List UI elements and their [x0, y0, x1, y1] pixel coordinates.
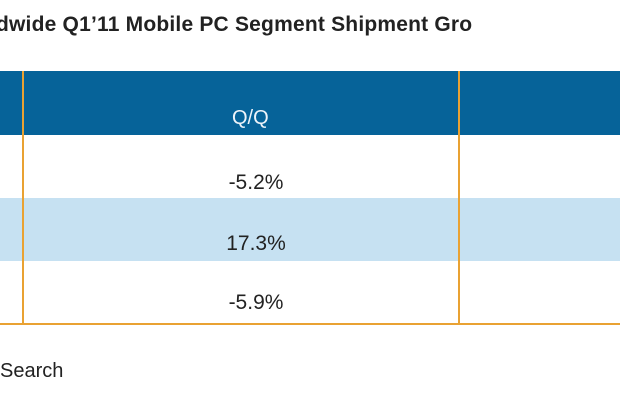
table-row: -5.9%	[0, 261, 620, 324]
source-note: Search	[0, 360, 64, 382]
header-qq: Q/Q	[232, 107, 269, 129]
table-row: 17.3%	[0, 198, 620, 261]
table-row: -5.2%	[0, 135, 620, 198]
cell-qq: -5.2%	[228, 171, 284, 194]
cell-qq: 17.3%	[226, 232, 286, 255]
column-divider	[458, 71, 460, 324]
table-bottom-border	[0, 323, 620, 325]
table-header: Q/Q	[0, 71, 620, 135]
table-title: dwide Q1’11 Mobile PC Segment Shipment G…	[0, 13, 473, 36]
column-divider	[22, 71, 24, 324]
cell-qq: -5.9%	[228, 291, 284, 314]
